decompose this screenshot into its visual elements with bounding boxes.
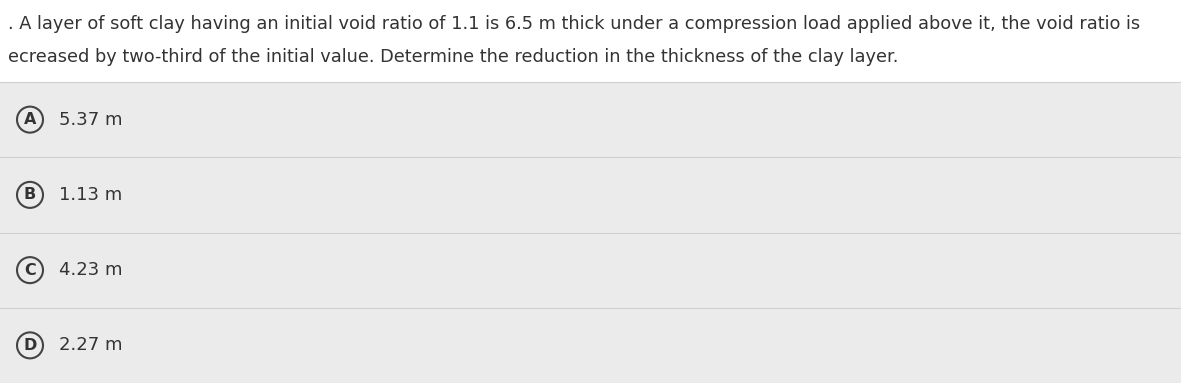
Bar <box>0 157 1181 232</box>
Text: A: A <box>24 112 37 127</box>
Text: 5.37 m: 5.37 m <box>59 111 123 129</box>
Text: 2.27 m: 2.27 m <box>59 336 123 354</box>
Text: . A layer of soft clay having an initial void ratio of 1.1 is 6.5 m thick under : . A layer of soft clay having an initial… <box>8 15 1140 33</box>
Bar <box>0 0 1181 82</box>
Bar <box>0 232 1181 308</box>
Text: D: D <box>24 338 37 353</box>
Text: B: B <box>24 187 37 202</box>
Bar <box>0 82 1181 157</box>
Text: 1.13 m: 1.13 m <box>59 186 123 204</box>
Text: C: C <box>24 263 35 278</box>
Text: 4.23 m: 4.23 m <box>59 261 123 279</box>
Bar <box>0 308 1181 383</box>
Text: ecreased by two-third of the initial value. Determine the reduction in the thick: ecreased by two-third of the initial val… <box>8 48 899 66</box>
